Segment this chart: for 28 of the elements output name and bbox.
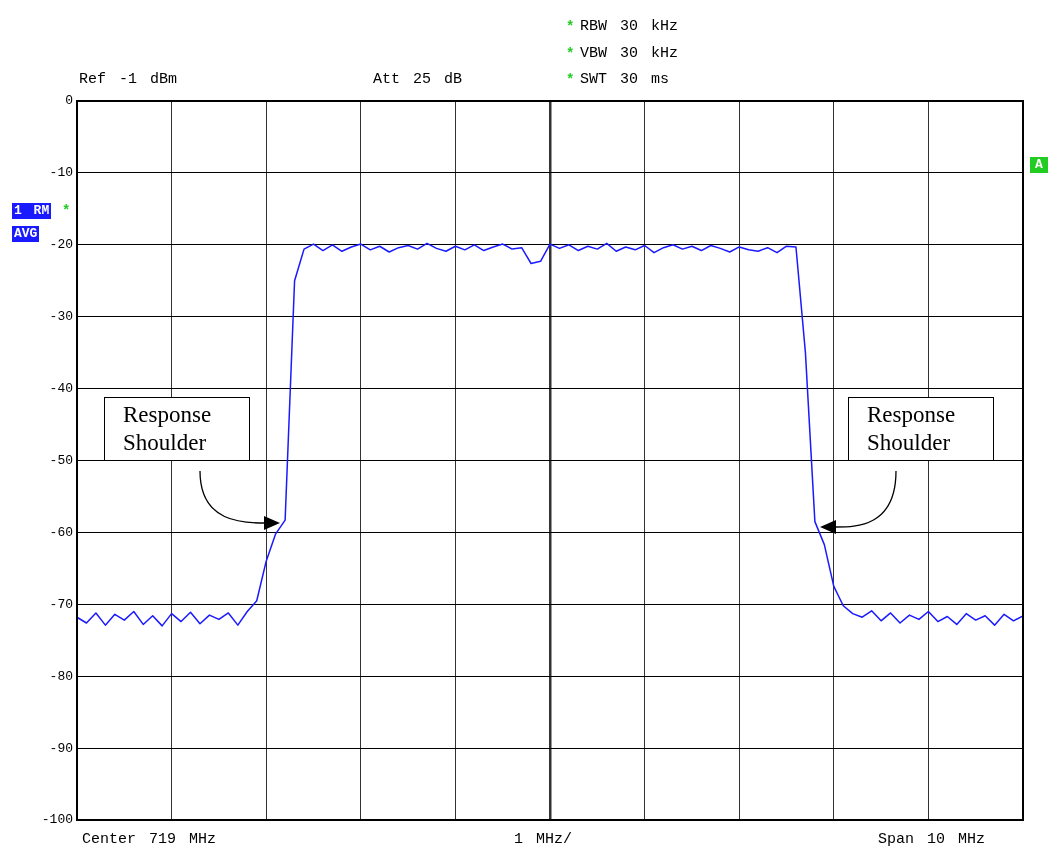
- text: Ref -1 dBm: [79, 71, 178, 88]
- y-tick-label: -60: [49, 524, 73, 540]
- y-tick-label: -70: [49, 596, 73, 612]
- text: 1 RM: [12, 203, 52, 219]
- text: A: [1030, 157, 1048, 173]
- text: 1 MHz/: [514, 831, 573, 848]
- text: *: [566, 46, 575, 62]
- text: *: [62, 203, 71, 219]
- y-tick-label: -50: [49, 452, 73, 468]
- text: VBW 30 kHz: [580, 45, 679, 62]
- text: *: [566, 72, 575, 88]
- y-tick-label: -90: [49, 740, 73, 756]
- text: Span 10 MHz: [878, 831, 986, 848]
- text: Center 719 MHz: [82, 831, 217, 848]
- y-tick-label: -40: [49, 381, 73, 397]
- text: Att 25 dB: [373, 71, 463, 88]
- y-tick-label: 0: [65, 93, 73, 109]
- y-tick-label: -30: [49, 309, 73, 325]
- text: RBW 30 kHz: [580, 18, 679, 35]
- y-tick-label: -10: [49, 165, 73, 181]
- annotation: Response Shoulder: [104, 397, 250, 461]
- y-tick-label: -80: [49, 668, 73, 684]
- y-tick-label: -100: [41, 812, 73, 828]
- text: AVG: [12, 226, 40, 242]
- text: SWT 30 ms: [580, 71, 670, 88]
- y-tick-label: -20: [49, 237, 73, 253]
- annotation: Response Shoulder: [848, 397, 994, 461]
- text: *: [566, 19, 575, 35]
